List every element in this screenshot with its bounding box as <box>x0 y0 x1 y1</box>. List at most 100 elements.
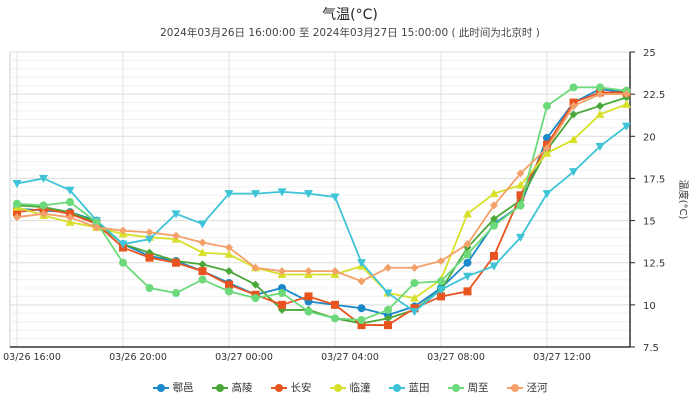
data-point <box>66 198 74 207</box>
data-point <box>384 314 392 323</box>
y-tick-label: 10 <box>643 301 656 312</box>
data-point <box>224 249 234 258</box>
data-point <box>304 190 313 199</box>
data-point <box>463 250 472 259</box>
data-point <box>622 99 631 108</box>
data-point <box>596 83 604 92</box>
data-point <box>490 214 498 223</box>
data-point <box>13 213 21 222</box>
chart-title: 气温(°C) <box>322 7 378 23</box>
legend-item[interactable]: 蓝田 <box>388 380 430 395</box>
data-point <box>569 83 578 92</box>
data-point <box>224 190 234 199</box>
legend-label: 临潼 <box>349 382 371 394</box>
y-tick-label: 25 <box>643 48 656 59</box>
legend-item[interactable]: 泾河 <box>506 380 548 395</box>
data-point <box>198 275 207 284</box>
legend-label: 周至 <box>467 382 489 394</box>
y-tick-label: 22.5 <box>643 90 665 101</box>
data-point <box>463 258 472 267</box>
data-point <box>331 300 339 309</box>
data-point <box>490 201 498 210</box>
series-6 <box>13 83 631 325</box>
data-point <box>172 231 180 240</box>
data-point <box>172 258 180 267</box>
data-point <box>118 240 128 249</box>
data-point <box>145 228 154 237</box>
data-point <box>145 235 154 244</box>
data-point <box>569 101 578 110</box>
data-point <box>569 110 578 119</box>
legend-item[interactable]: 长安 <box>270 380 312 395</box>
data-point <box>595 142 605 151</box>
data-point <box>542 148 552 157</box>
data-point <box>225 280 233 289</box>
data-point <box>410 308 419 317</box>
legend-item[interactable]: 高陵 <box>211 380 253 395</box>
data-point <box>542 190 552 199</box>
data-point <box>384 263 392 272</box>
data-point <box>622 122 631 131</box>
data-point <box>304 307 313 316</box>
legend-item[interactable]: 周至 <box>447 380 489 395</box>
data-point <box>225 267 233 276</box>
data-point <box>39 201 48 210</box>
data-point <box>463 272 472 281</box>
data-point <box>410 293 419 302</box>
data-point <box>278 267 286 276</box>
legend-label: 长安 <box>290 382 312 394</box>
data-point <box>357 321 366 330</box>
legend-marker-icon <box>152 383 169 393</box>
data-point <box>12 179 22 188</box>
data-point <box>331 267 339 276</box>
chart-subtitle: 2024年03月26日 16:00:00 至 2024年03月27日 15:00… <box>160 27 540 39</box>
data-point <box>13 199 21 208</box>
x-tick-label: 03/27 04:00 <box>321 352 379 363</box>
data-point <box>357 316 366 325</box>
y-tick-label: 15 <box>643 217 656 228</box>
data-point <box>489 262 499 271</box>
data-point <box>410 263 419 272</box>
data-point <box>357 304 366 313</box>
data-point <box>145 253 154 262</box>
x-tick-label: 03/26 16:00 <box>3 352 61 363</box>
series-line <box>16 125 628 313</box>
data-point <box>251 280 260 289</box>
x-tick-label: 03/27 12:00 <box>533 352 591 363</box>
data-point <box>172 289 180 298</box>
data-point <box>39 174 48 183</box>
data-point <box>516 169 525 178</box>
data-point <box>171 210 181 219</box>
data-point <box>383 289 393 298</box>
data-point <box>384 305 392 314</box>
data-point <box>39 209 48 218</box>
data-point <box>92 223 101 232</box>
data-point <box>198 260 207 269</box>
data-point <box>225 287 233 296</box>
data-point <box>225 243 233 252</box>
y-tick-label: 20 <box>643 132 656 143</box>
data-point <box>569 168 578 177</box>
series-5 <box>12 122 631 317</box>
data-point <box>198 248 207 257</box>
legend-marker-icon <box>506 383 523 393</box>
x-tick-label: 03/26 20:00 <box>109 352 167 363</box>
data-point <box>278 289 286 298</box>
series-7 <box>13 90 631 286</box>
data-point <box>437 277 445 286</box>
data-point <box>66 213 74 222</box>
data-point <box>65 217 75 226</box>
legend-label: 泾河 <box>526 382 548 394</box>
data-point <box>278 300 286 309</box>
legend-item[interactable]: 鄠邑 <box>152 380 194 395</box>
legend-marker-icon <box>329 383 346 393</box>
data-point <box>516 233 525 242</box>
data-point <box>543 144 551 153</box>
data-point <box>490 221 498 230</box>
data-point <box>437 257 445 266</box>
data-point <box>92 218 101 227</box>
legend-item[interactable]: 临潼 <box>329 380 371 395</box>
data-point <box>251 190 260 199</box>
legend-label: 蓝田 <box>408 382 430 394</box>
